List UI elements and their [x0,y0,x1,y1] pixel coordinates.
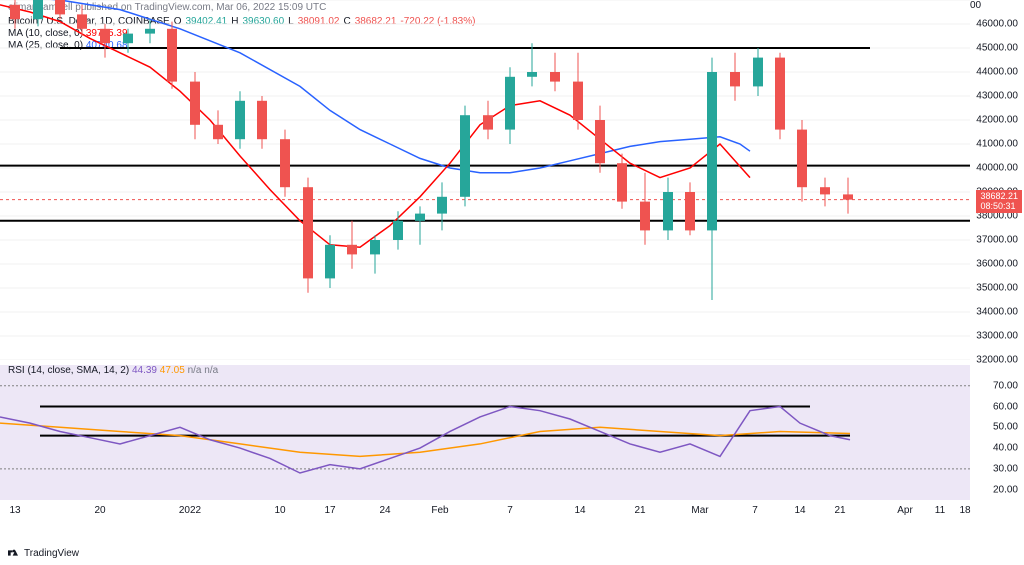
price-axis: 47 USD 0046000.0045000.0044000.0043000.0… [970,0,1024,360]
tradingview-logo-icon [8,547,20,559]
footer: TradingView [8,547,79,559]
chart-container: elimandambell published on TradingView.c… [0,0,1024,565]
rsi-header: RSI (14, close, SMA, 14, 2) 44.39 47.05 … [8,365,218,376]
time-axis: 13202022101724Feb71421Mar71421Apr1118 [0,505,970,525]
price-chart[interactable] [0,0,970,360]
rsi-axis: 70.0060.0050.0040.0030.0020.00 [970,365,1024,500]
rsi-chart[interactable] [0,365,970,500]
